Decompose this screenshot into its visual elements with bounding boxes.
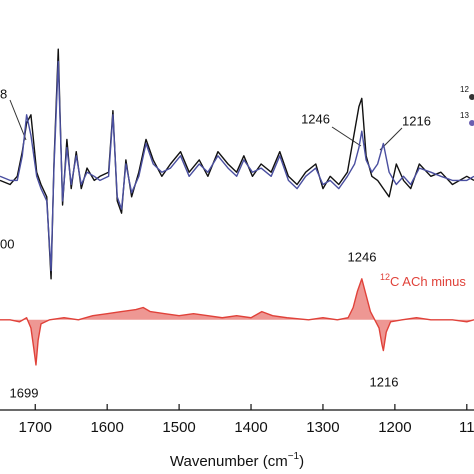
annotation: 1246 [348, 249, 377, 264]
red-label-sup: 12 [380, 272, 390, 282]
annotation: 00 [0, 236, 14, 251]
x-tick-label: 1300 [306, 419, 339, 436]
leader [9, 99, 27, 141]
x-tick-label: 1200 [378, 419, 411, 436]
annotation: 1216 [370, 374, 399, 389]
spectrum-line [0, 60, 474, 272]
x-axis-label-sup: −1 [288, 451, 300, 462]
spectrum-line [0, 278, 474, 366]
x-axis-label-text: Wavenumber (cm [170, 453, 288, 470]
x-axis-label: Wavenumber (cm−1) [170, 451, 304, 470]
annotation: 8 [0, 86, 7, 101]
annotation: 1699 [10, 385, 39, 400]
difference-fill [0, 278, 474, 365]
red-label-text: C ACh minus [390, 274, 466, 289]
x-tick-label: 1500 [162, 419, 195, 436]
legend-marker [469, 120, 474, 126]
spectrum-line [0, 48, 474, 280]
annotation-leaders [9, 99, 403, 151]
red-label: 12C ACh minus [380, 272, 466, 289]
legend-marker [469, 94, 474, 100]
x-tick-label: 11 [459, 419, 474, 436]
x-axis-label-end: ) [299, 453, 304, 470]
x-tick-label: 1600 [90, 419, 123, 436]
legend-fragment: 12 [460, 85, 469, 94]
x-tick-label: 1700 [19, 419, 52, 436]
leader [331, 126, 362, 147]
legend-fragment: 13 [460, 111, 469, 120]
x-tick-label: 1400 [234, 419, 267, 436]
annotation: 1216 [402, 113, 431, 128]
annotation: 1246 [301, 111, 330, 126]
